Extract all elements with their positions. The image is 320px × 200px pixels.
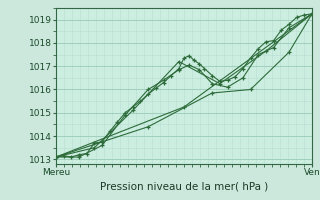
X-axis label: Pression niveau de la mer( hPa ): Pression niveau de la mer( hPa ): [100, 181, 268, 191]
